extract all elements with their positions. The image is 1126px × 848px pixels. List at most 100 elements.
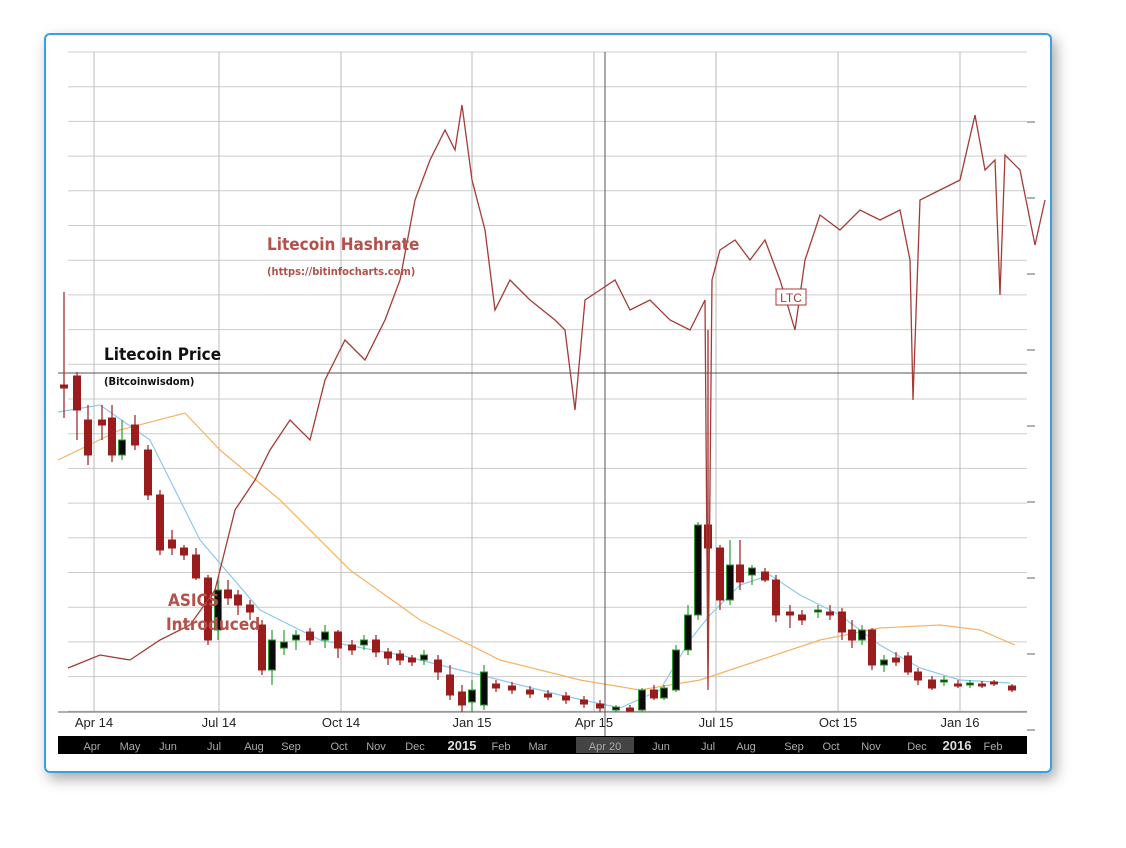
candle-body (736, 564, 744, 583)
candle-body (292, 634, 300, 641)
x-minor-tick-label: Feb (492, 741, 511, 753)
x-minor-tick-label: Mar (529, 741, 548, 753)
x-tick-label: Jan 16 (940, 715, 979, 730)
candle-body (990, 681, 998, 685)
candle-body (468, 689, 476, 703)
marks (57, 104, 1046, 713)
x-minor-tick-label: Jul (701, 741, 715, 753)
x-tick-label: Jan 15 (452, 715, 491, 730)
candle-body (580, 699, 588, 705)
candle-body (978, 683, 986, 687)
candle-body (224, 589, 232, 599)
candle-body (694, 524, 702, 616)
candle-body (650, 689, 658, 699)
annotation: LTC (780, 291, 802, 305)
annotation: Litecoin Hashrate (267, 235, 419, 255)
candle-body (348, 644, 356, 651)
candle-body (508, 685, 516, 691)
candle-body (60, 384, 68, 389)
x-minor-tick-label: Jun (652, 741, 670, 753)
candle-body (966, 682, 974, 686)
candle-body (246, 604, 254, 613)
candle-body (204, 577, 212, 641)
candle-body (384, 651, 392, 659)
candle-body (672, 649, 680, 691)
candle-body (306, 631, 314, 641)
candle-body (321, 631, 329, 641)
x-tick-label: Jul 14 (202, 715, 237, 730)
candle-body (131, 424, 139, 446)
x-minor-tick-label: Sep (281, 741, 301, 753)
candle-body (562, 695, 570, 701)
candle-body (268, 639, 276, 671)
candle-body (492, 683, 500, 689)
x-minor-tick-label: Apr (83, 741, 100, 753)
candle-body (334, 631, 342, 649)
candle-body (420, 654, 428, 661)
candle-body (118, 439, 126, 456)
candle-body (192, 554, 200, 579)
x-minor-tick-label: Apr 20 (589, 741, 621, 753)
cursor-date-box (576, 737, 634, 753)
candle-body (838, 611, 846, 633)
candle-body (660, 687, 668, 699)
annotation: (https://bitinfocharts.com) (267, 265, 415, 278)
candle-body (858, 629, 866, 641)
x-minor-tick-label: Dec (405, 741, 425, 753)
x-tick-label: Oct 14 (322, 715, 360, 730)
candle-body (280, 641, 288, 649)
x-minor-tick-label: Jun (159, 741, 177, 753)
x-minor-tick-label: Sep (784, 741, 804, 753)
candle-body (928, 679, 936, 689)
x-tick-label: Apr 15 (575, 715, 613, 730)
candle-body (904, 655, 912, 673)
candle-body (748, 567, 756, 576)
candle-body (396, 653, 404, 661)
candle-body (84, 419, 92, 456)
candle-body (954, 683, 962, 687)
line-series (57, 412, 1016, 691)
candle-body (144, 449, 152, 496)
candle-body (826, 611, 834, 616)
x-tick-label: Oct 15 (819, 715, 857, 730)
candle-body (168, 539, 176, 549)
candle-body (258, 624, 266, 671)
candle-body (940, 679, 948, 683)
x-minor-tick-label: Oct (330, 741, 347, 753)
candle-body (704, 524, 712, 549)
x-tick-label: Apr 14 (75, 715, 113, 730)
candle-body (73, 375, 81, 411)
candle-body (786, 611, 794, 616)
month-bar (58, 736, 1027, 754)
candle-body (612, 706, 620, 711)
x-tick-label: Jul 15 (699, 715, 734, 730)
candle-body (726, 564, 734, 601)
candle-body (108, 417, 116, 456)
candle-body (446, 674, 454, 696)
candle-body (798, 614, 806, 621)
candle-body (234, 594, 242, 606)
x-minor-tick-label: Feb (984, 741, 1003, 753)
ltc-tag (775, 288, 807, 306)
candle-body (892, 657, 900, 663)
candle-body (814, 609, 822, 613)
candle-body (434, 659, 442, 673)
candle-body (408, 657, 416, 663)
candle-body (716, 547, 724, 601)
candle-body (480, 671, 488, 706)
candle-body (596, 703, 604, 709)
candle-body (684, 614, 692, 651)
candle-body (372, 639, 380, 653)
annotation: ASICS (168, 591, 219, 611)
x-minor-tick-label: May (120, 741, 141, 753)
candle-body (180, 547, 188, 556)
candle-body (626, 707, 634, 713)
candle-body (880, 659, 888, 666)
x-minor-tick-label: Nov (861, 741, 881, 753)
candle-body (156, 494, 164, 551)
x-minor-tick-label: Aug (736, 741, 756, 753)
candle-body (914, 671, 922, 681)
x-minor-tick-label: Aug (244, 741, 264, 753)
